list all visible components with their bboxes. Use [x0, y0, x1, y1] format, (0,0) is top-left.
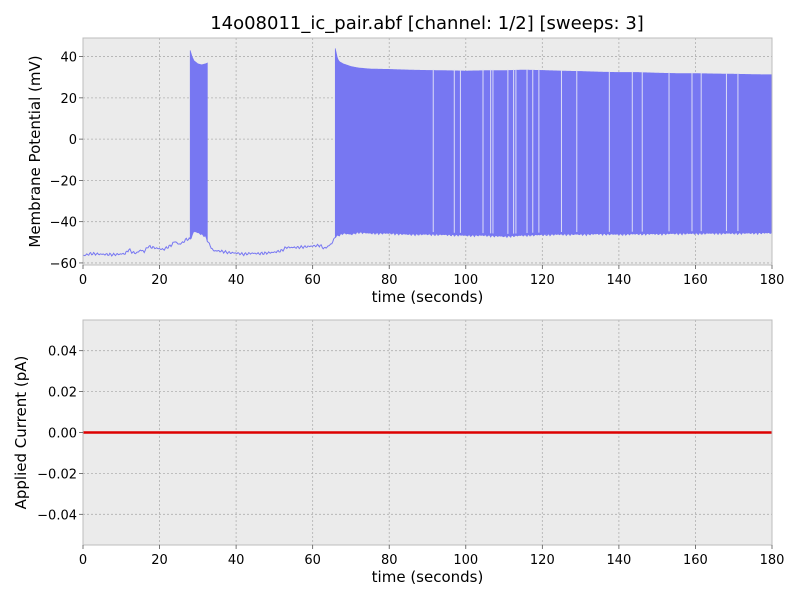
ticks-bottom: 0 20 40 60 80 100 120 140 160 180 −0.04 −0.02 0.00 0.…	[37, 345, 784, 568]
y-tick-label: 0.00	[48, 427, 77, 442]
y-tick-label: −0.04	[37, 508, 77, 523]
x-tick-label: 180	[760, 273, 785, 288]
y-tick-label: −0.02	[37, 467, 77, 482]
x-tick-label: 40	[228, 553, 245, 568]
x-tick-label: 100	[453, 553, 478, 568]
y-tick-label: 40	[60, 51, 77, 66]
plot-frame-top	[82, 37, 773, 266]
membrane-potential-trace	[82, 48, 773, 257]
x-tick-label: 80	[381, 273, 398, 288]
x-tick-label: 100	[453, 273, 478, 288]
x-tick-label: 120	[530, 553, 555, 568]
y-axis-label-top: Membrane Potential (mV)	[26, 55, 44, 247]
spike-burst-2	[334, 48, 772, 238]
membrane-potential-line	[82, 230, 773, 257]
y-tick-label: 20	[60, 92, 77, 107]
chart-title: 14o08011_ic_pair.abf [channel: 1/2] [swe…	[210, 13, 644, 34]
ticks-top: 0 20 40 60 80 100 120 140 160 180 −60 −40 −20 0 20 40	[50, 51, 785, 288]
x-tick-label: 60	[304, 553, 321, 568]
y-tick-label: −20	[50, 174, 77, 189]
x-tick-label: 80	[381, 553, 398, 568]
y-axis-label-bottom: Applied Current (pA)	[12, 356, 30, 510]
y-tick-label: −40	[50, 216, 77, 231]
x-tick-label: 0	[79, 273, 87, 288]
y-tick-label: 0.02	[48, 386, 77, 401]
x-tick-label: 180	[760, 553, 785, 568]
x-tick-label: 160	[683, 553, 708, 568]
x-tick-label: 60	[304, 273, 321, 288]
y-tick-label: −60	[50, 257, 77, 272]
x-tick-label: 20	[151, 273, 168, 288]
x-axis-label-top: time (seconds)	[372, 288, 484, 306]
x-tick-label: 20	[151, 553, 168, 568]
x-axis-label-bottom: time (seconds)	[372, 568, 484, 586]
x-tick-label: 160	[683, 273, 708, 288]
x-tick-label: 140	[606, 273, 631, 288]
membrane-potential-panel: 0 20 40 60 80 100 120 140 160 180 −60 −40 −20 0 20 40 t…	[26, 37, 785, 306]
y-tick-label: 0	[69, 133, 77, 148]
y-tick-label: 0.04	[48, 345, 77, 360]
spike-burst-1	[189, 50, 208, 241]
x-tick-label: 40	[228, 273, 245, 288]
x-tick-label: 120	[530, 273, 555, 288]
x-tick-label: 140	[606, 553, 631, 568]
x-tick-label: 0	[79, 553, 87, 568]
applied-current-panel: 0 20 40 60 80 100 120 140 160 180 −0.04 −0.02 0.00 0.…	[12, 319, 784, 586]
